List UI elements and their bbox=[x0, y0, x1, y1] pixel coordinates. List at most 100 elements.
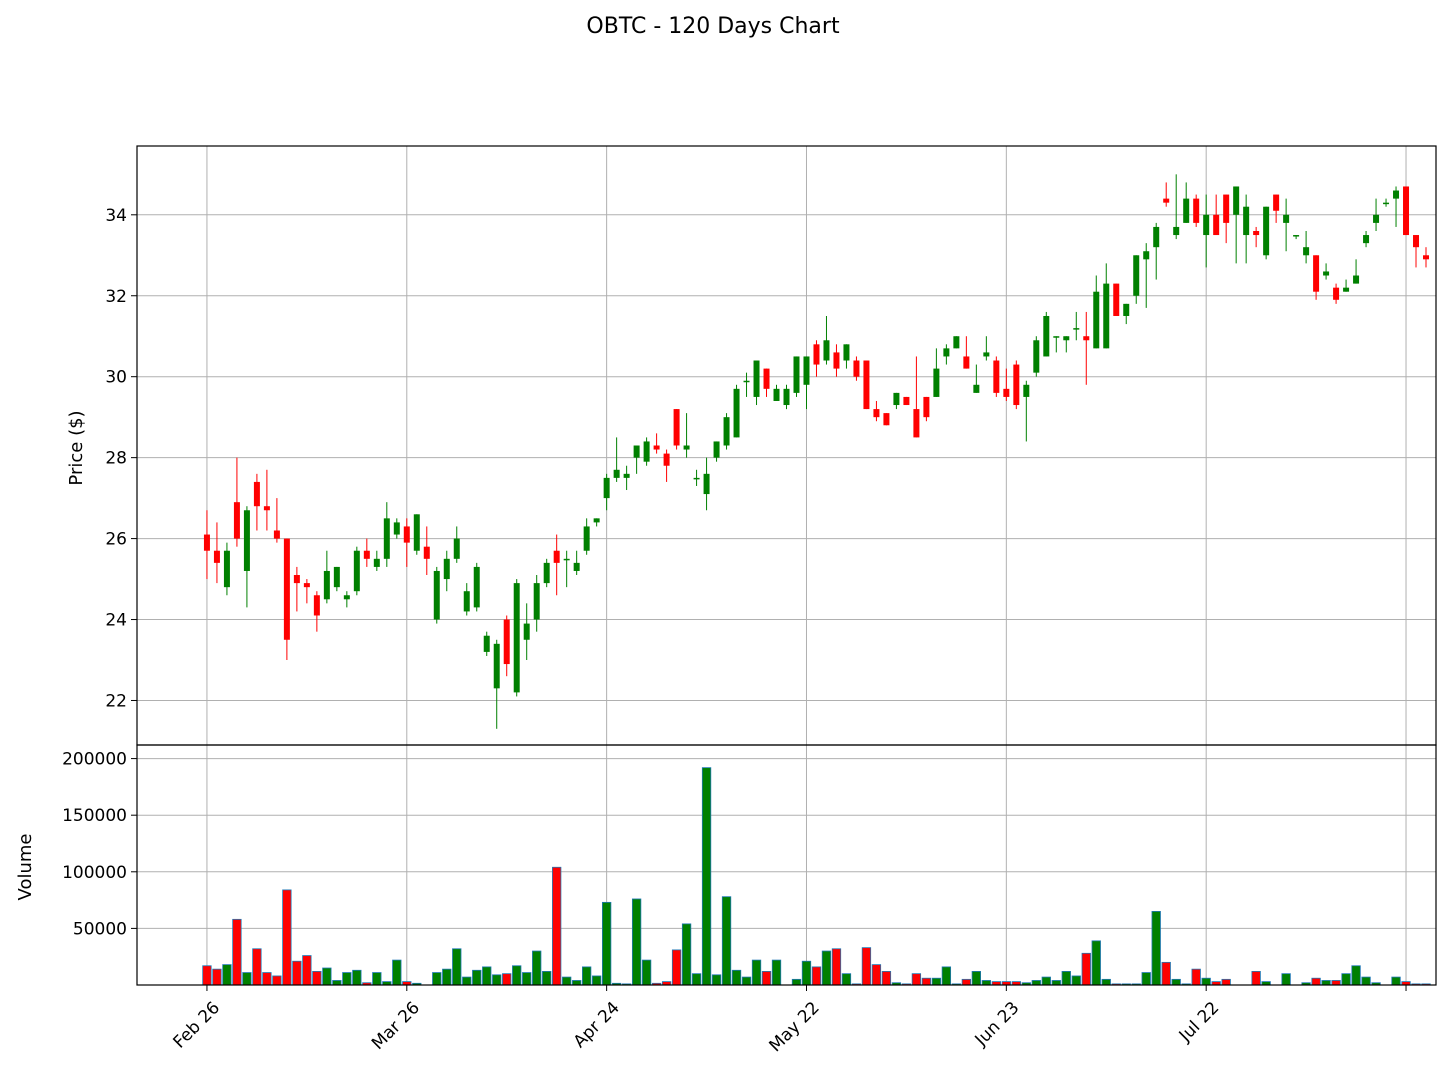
volume-bar bbox=[232, 918, 242, 986]
candle-body bbox=[303, 583, 310, 588]
volume-bar bbox=[721, 896, 732, 986]
volume-bar bbox=[1321, 980, 1331, 986]
candle-body bbox=[853, 360, 860, 377]
candle-body bbox=[833, 352, 840, 369]
candle-body bbox=[463, 591, 470, 612]
volume-bar bbox=[711, 974, 722, 986]
volume-bar bbox=[1191, 968, 1201, 986]
candle-body bbox=[433, 570, 440, 620]
candle-body bbox=[1303, 247, 1310, 256]
volume-bar bbox=[392, 959, 402, 986]
volume-bars bbox=[202, 767, 1431, 986]
candle-body bbox=[1263, 206, 1270, 256]
candle-body bbox=[883, 413, 890, 426]
volume-bar bbox=[432, 972, 442, 986]
x-tick-label: Apr 24 bbox=[570, 998, 624, 1052]
volume-bar bbox=[272, 975, 282, 986]
x-tick-label: May 22 bbox=[766, 998, 824, 1056]
candle-body bbox=[353, 550, 360, 592]
candle-body bbox=[643, 441, 650, 462]
candle-body bbox=[1383, 202, 1390, 205]
price-grid bbox=[137, 146, 1436, 745]
candle-body bbox=[503, 619, 510, 665]
candle-body bbox=[1073, 328, 1080, 330]
candle-body bbox=[403, 526, 410, 543]
candle-body bbox=[423, 546, 430, 559]
candle-body bbox=[693, 477, 700, 480]
candle-body bbox=[893, 392, 900, 406]
volume-bar bbox=[252, 948, 262, 986]
candle-body bbox=[633, 445, 640, 458]
candle-body bbox=[393, 522, 400, 535]
candle-body bbox=[1403, 186, 1410, 236]
candle-body bbox=[203, 534, 210, 551]
volume-bar bbox=[791, 978, 802, 986]
candle-body bbox=[993, 360, 1000, 393]
x-tick-label: Feb 26 bbox=[170, 998, 225, 1053]
candle-body bbox=[783, 388, 790, 406]
candle-body bbox=[743, 380, 750, 383]
candle-body bbox=[713, 441, 720, 458]
candle-body bbox=[1343, 287, 1350, 292]
candle-body bbox=[223, 550, 230, 588]
candle-body bbox=[333, 566, 340, 588]
volume-bar bbox=[741, 976, 752, 986]
volume-bar bbox=[1171, 978, 1181, 986]
volume-bar bbox=[871, 964, 882, 986]
price-tick-label: 32 bbox=[105, 287, 127, 307]
volume-y-axis: 50000 100000 150000 200000 bbox=[62, 750, 137, 939]
volume-bar bbox=[981, 980, 991, 986]
volume-bar bbox=[731, 969, 742, 986]
volume-bar bbox=[442, 968, 452, 986]
candle-body bbox=[373, 558, 380, 567]
candles bbox=[203, 174, 1430, 729]
candle-body bbox=[913, 409, 920, 438]
volume-bar bbox=[671, 949, 682, 986]
candle-body bbox=[653, 445, 660, 450]
volume-bar bbox=[522, 972, 532, 986]
candle-body bbox=[273, 530, 280, 539]
volume-bar bbox=[212, 968, 222, 986]
volume-bar bbox=[1061, 971, 1071, 986]
volume-bar bbox=[1391, 976, 1401, 986]
candle-body bbox=[513, 583, 520, 693]
volume-bar bbox=[512, 965, 522, 986]
volume-bar bbox=[971, 971, 982, 986]
volume-bar bbox=[1251, 971, 1261, 986]
volume-bar bbox=[1091, 940, 1101, 986]
candle-body bbox=[1273, 194, 1280, 211]
volume-bar bbox=[372, 972, 382, 986]
candle-body bbox=[493, 643, 500, 689]
candle-body bbox=[1413, 235, 1420, 248]
candle-body bbox=[1363, 235, 1370, 244]
volume-bar bbox=[681, 923, 692, 986]
candle-body bbox=[1153, 226, 1160, 248]
candle-body bbox=[1063, 336, 1070, 341]
volume-bar bbox=[1161, 961, 1171, 986]
volume-bar bbox=[761, 971, 772, 986]
candle-body bbox=[933, 368, 940, 397]
candle-body bbox=[543, 562, 550, 584]
volume-bar bbox=[1201, 977, 1211, 986]
candle-body bbox=[1313, 255, 1320, 292]
candle-body bbox=[963, 356, 970, 369]
price-tick-label: 30 bbox=[105, 368, 127, 388]
candle-body bbox=[443, 558, 450, 580]
candle-body bbox=[343, 595, 350, 600]
candle-body bbox=[663, 453, 670, 466]
candle-body bbox=[733, 388, 740, 438]
volume-bar bbox=[701, 767, 712, 986]
volume-bar bbox=[472, 969, 482, 986]
candle-body bbox=[1123, 303, 1130, 316]
candle-body bbox=[1163, 198, 1170, 203]
volume-bar bbox=[482, 966, 492, 986]
volume-bar bbox=[801, 960, 812, 986]
volume-bar bbox=[1331, 980, 1341, 986]
volume-bar bbox=[222, 964, 232, 986]
candle-body bbox=[923, 396, 930, 418]
volume-bar bbox=[462, 976, 472, 986]
volume-bar bbox=[911, 973, 922, 986]
candle-body bbox=[1133, 255, 1140, 296]
volume-bar bbox=[282, 889, 292, 986]
chart-title: OBTC - 120 Days Chart bbox=[586, 14, 840, 39]
